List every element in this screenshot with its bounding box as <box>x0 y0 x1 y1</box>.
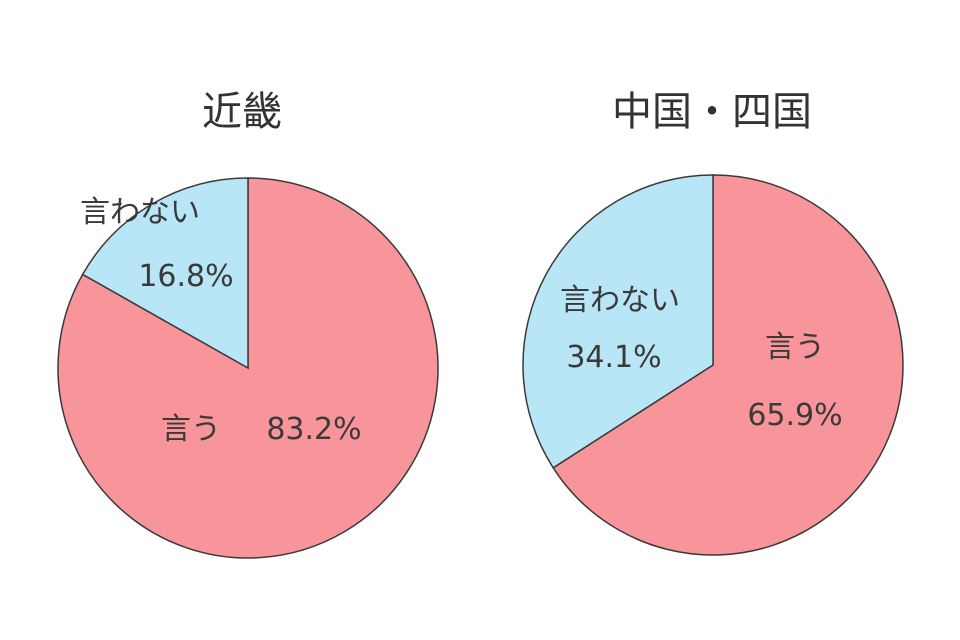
slice-label-iwanai: 言わない <box>560 283 680 318</box>
slice-value-iwanai: 34.1% <box>566 340 661 375</box>
slice-iu <box>552 174 904 556</box>
slice-value-iu: 65.9% <box>747 398 842 433</box>
pie-chart-chugoku-shikoku: 中国・四国 言わない 34.1% 言う 65.9% <box>522 89 904 556</box>
slice-value-iu: 83.2% <box>266 412 361 447</box>
slice-label-iwanai: 言わない <box>80 195 200 230</box>
slice-iwanai <box>81 177 249 370</box>
slice-value-iwanai: 16.8% <box>138 259 233 294</box>
pie-chart-kinki: 近畿 言わない 16.8% 言う 83.2% <box>57 89 439 559</box>
chart-title: 中国・四国 <box>612 89 812 135</box>
chart-title: 近畿 <box>202 89 282 135</box>
slice-iwanai <box>522 174 714 469</box>
slice-label-iu: 言う <box>765 330 825 365</box>
slice-label-iu: 言う <box>161 412 221 447</box>
